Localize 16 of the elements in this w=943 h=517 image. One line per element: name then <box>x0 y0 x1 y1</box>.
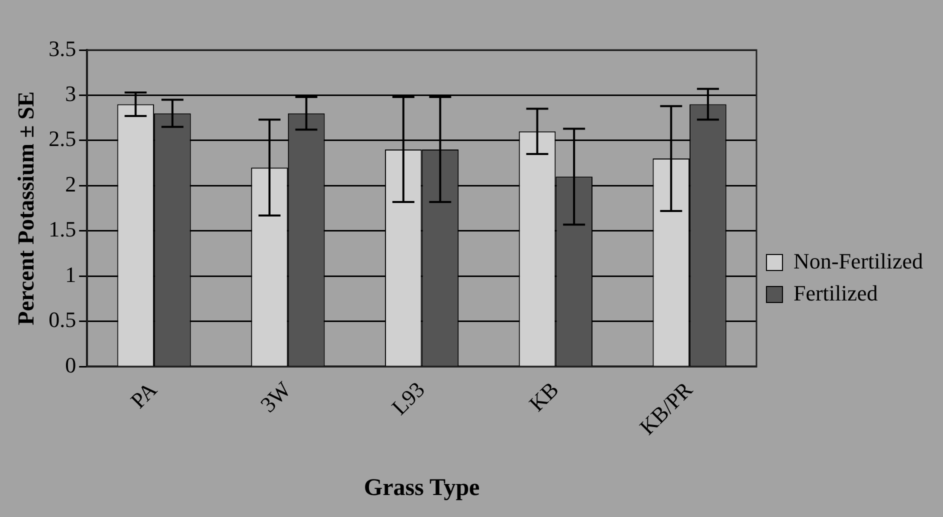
x-axis-title: Grass Type <box>364 474 480 501</box>
y-tick-label: 1.5 <box>48 216 76 242</box>
x-tick-label: KB <box>524 376 564 416</box>
legend-label: Non-Fertilized <box>793 248 924 274</box>
y-tick-label: 0.5 <box>48 307 76 332</box>
y-tick-label: 3.5 <box>48 36 76 61</box>
y-tick-label: 2.5 <box>48 126 76 152</box>
y-tick-label: 1 <box>65 262 76 287</box>
y-axis-title: Percent Potassium ± SE <box>14 91 39 326</box>
legend-label: Fertilized <box>793 280 878 306</box>
x-tick-label: PA <box>126 376 162 413</box>
x-tick-label: L93 <box>386 376 430 420</box>
y-tick-label: 0 <box>65 352 76 378</box>
y-tick-label: 3 <box>65 81 76 106</box>
y-tick-label: 2 <box>65 171 76 196</box>
x-tick-label: 3W <box>255 376 296 417</box>
